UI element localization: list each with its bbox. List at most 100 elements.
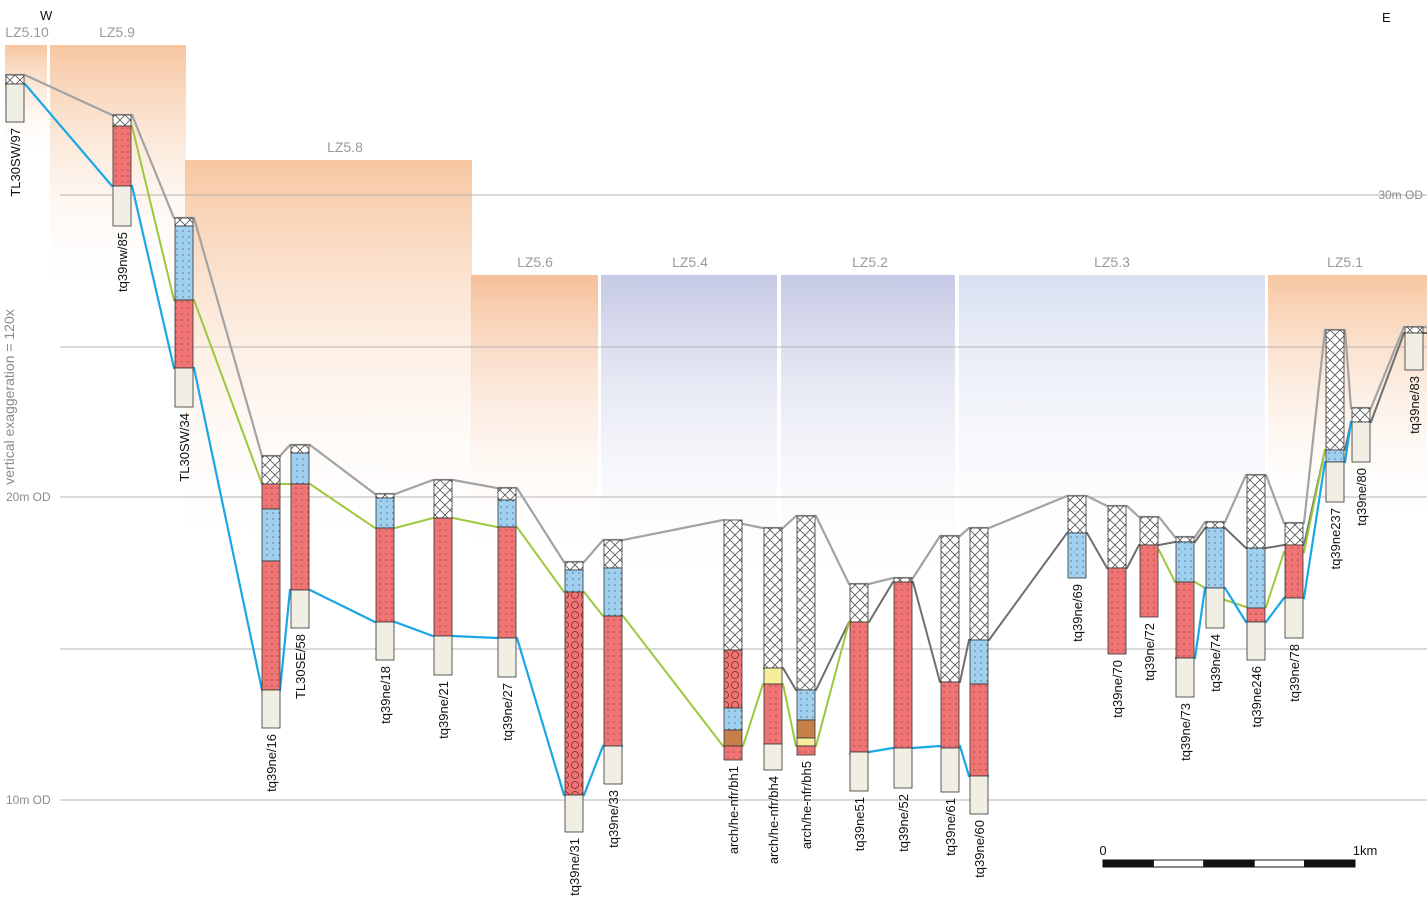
borehole-layer [940,747,960,793]
borehole-layer [849,621,869,753]
borehole-layer [174,299,194,369]
borehole-layer [1325,449,1345,463]
elevation-label: 30m OD [1378,188,1423,202]
borehole-layer [261,508,281,562]
borehole-layer [1325,329,1345,451]
borehole-layer [497,526,517,639]
borehole-layer [603,567,623,617]
borehole-label: tq39ne/78 [1287,644,1302,702]
borehole-layer [1325,461,1345,503]
borehole-layer [1246,474,1266,549]
borehole-layer [796,515,816,691]
borehole-label: arch/he-nfr/bh1 [726,766,741,854]
elevation-label: 10m OD [6,793,51,807]
borehole-layer [375,497,395,529]
zone-band [601,275,777,590]
borehole-layer [1246,547,1266,609]
borehole-layer [603,615,623,747]
borehole-layer [1067,495,1087,534]
borehole-label: tq39ne/61 [943,798,958,856]
borehole-layer [849,751,869,792]
borehole-layer [1205,527,1225,589]
borehole-layer [940,535,960,683]
exaggeration-note: vertical exaggeration = 120x [1,309,17,485]
borehole-label: tq39ne/33 [606,790,621,848]
borehole-layer [564,591,584,796]
zone-label: LZ5.9 [99,24,135,40]
borehole-layer [174,225,194,301]
borehole-label: tq39ne/72 [1142,623,1157,681]
borehole-layer [261,560,281,691]
borehole-layer [893,581,913,749]
borehole-layer [1246,621,1266,661]
borehole-layer [1404,326,1424,334]
borehole-layer [433,479,453,519]
zone-label: LZ5.6 [517,254,553,270]
scale-segment [1253,859,1306,868]
borehole-layer [1351,407,1371,423]
zone-band [185,160,472,560]
borehole-layer [1284,522,1304,546]
borehole-layer [261,483,281,510]
borehole-layer [1175,657,1195,698]
horizon [1175,420,1371,660]
borehole-layer [940,681,960,749]
borehole-label: arch/he-nfr/bh5 [799,761,814,849]
scale-bar: 0 1km [1099,843,1378,868]
borehole-label: tq39ne/69 [1070,584,1085,642]
zone-band [471,275,598,560]
scale-end: 1km [1353,843,1378,858]
borehole-layer [1284,597,1304,639]
borehole-layer [375,621,395,661]
borehole-label: tq39ne51 [852,797,867,851]
borehole-label: tq39ne237 [1328,508,1343,569]
scale-start: 0 [1099,843,1106,858]
borehole-layer [497,499,517,528]
borehole-layer [290,452,310,485]
borehole-layer [1107,505,1127,569]
borehole-layer [763,667,783,685]
borehole-layer [497,487,517,501]
borehole-label: tq39ne/80 [1354,468,1369,526]
zones: LZ5.10 LZ5.9 LZ5.8 LZ5.6 LZ5.4 LZ5.2 LZ5.3 LZ5.… [5,24,1427,590]
borehole-layer [1067,532,1087,579]
borehole-layer [1404,332,1424,371]
borehole-layer [723,745,743,761]
borehole-layer [290,444,310,454]
borehole-label: tq39ne/60 [972,820,987,878]
borehole-layer [969,639,989,685]
borehole-label: tq39ne/18 [378,666,393,724]
borehole-layer [603,539,623,569]
zone-label: LZ5.2 [852,254,888,270]
zone-label: LZ5.1 [1327,254,1363,270]
borehole-label: arch/he-nfr/bh4 [766,776,781,864]
borehole-layer [893,577,913,583]
borehole-label: tq39ne/31 [567,838,582,896]
borehole-label: TL30SW/97 [8,128,23,197]
borehole-layer [112,114,132,127]
borehole-layer [1139,516,1159,546]
borehole-layer [763,683,783,745]
borehole-label: tq39ne/27 [500,683,515,741]
borehole-layer [723,729,743,747]
borehole-layer [497,637,517,678]
borehole-layer [1175,581,1195,659]
east-label: E [1382,10,1391,25]
borehole-layer [723,519,743,651]
borehole-label: tq39ne/16 [264,734,279,792]
scale-segment [1304,859,1356,868]
borehole-label: tq39ne/83 [1407,376,1422,434]
scale-segment [1152,859,1205,868]
borehole-layer [893,747,913,789]
borehole-layer [261,689,281,729]
borehole-label: tq39ne/73 [1178,703,1193,761]
borehole-layer [849,583,869,623]
borehole-layer [723,649,743,709]
borehole-layer [174,217,194,227]
zone-label: LZ5.3 [1094,254,1130,270]
west-label: W [40,8,53,23]
borehole-layer [1205,587,1225,629]
borehole-layer [112,125,132,187]
borehole-layer [564,794,584,833]
